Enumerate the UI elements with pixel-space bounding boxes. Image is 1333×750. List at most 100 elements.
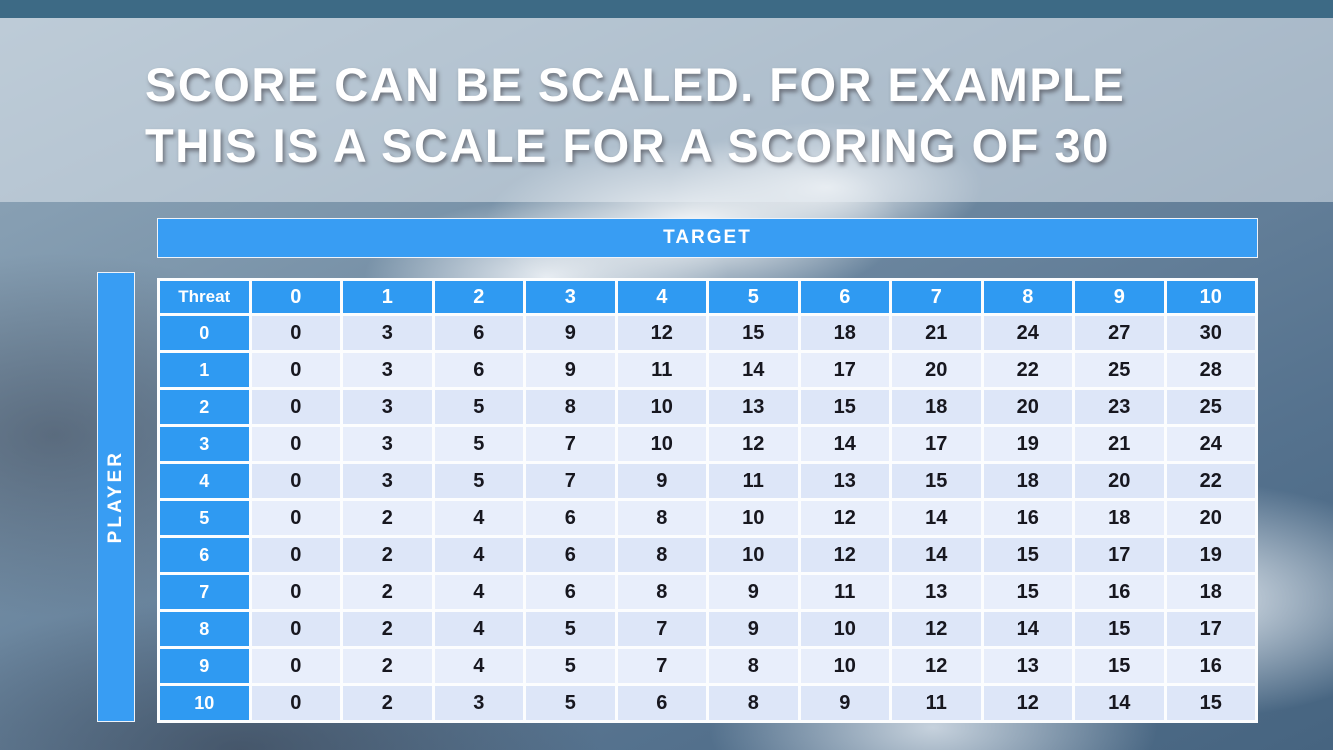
- corner-header-threat: Threat: [160, 281, 249, 313]
- score-cell: 12: [892, 612, 981, 646]
- score-cell: 2: [343, 575, 432, 609]
- score-cell: 14: [892, 538, 981, 572]
- table-row: 1 0 3 6 9 11 14 17 20 22 25 28: [160, 353, 1255, 387]
- score-cell: 9: [526, 316, 615, 350]
- row-header-3: 3: [160, 427, 249, 461]
- score-cell: 18: [983, 464, 1072, 498]
- table-row: 0 0 3 6 9 12 15 18 21 24 27 30: [160, 316, 1255, 350]
- col-header-3: 3: [526, 281, 615, 313]
- row-header-8: 8: [160, 612, 249, 646]
- score-cell: 3: [343, 464, 432, 498]
- score-cell: 23: [1075, 390, 1164, 424]
- score-cell: 6: [434, 353, 523, 387]
- score-cell: 10: [709, 538, 798, 572]
- score-cell: 0: [251, 390, 340, 424]
- score-cell: 9: [709, 612, 798, 646]
- score-cell: 8: [617, 575, 706, 609]
- score-cell: 10: [617, 427, 706, 461]
- score-cell: 11: [892, 686, 981, 720]
- row-header-10: 10: [160, 686, 249, 720]
- score-cell: 16: [1166, 649, 1255, 683]
- score-cell: 10: [709, 501, 798, 535]
- score-cell: 6: [526, 501, 615, 535]
- score-cell: 12: [709, 427, 798, 461]
- score-cell: 2: [343, 501, 432, 535]
- row-header-0: 0: [160, 316, 249, 350]
- score-cell: 20: [1166, 501, 1255, 535]
- score-cell: 18: [1075, 501, 1164, 535]
- score-cell: 3: [343, 353, 432, 387]
- col-header-1: 1: [343, 281, 432, 313]
- score-cell: 7: [617, 649, 706, 683]
- score-cell: 18: [1166, 575, 1255, 609]
- player-axis-header: PLAYER: [97, 272, 135, 722]
- table-row: 2 0 3 5 8 10 13 15 18 20 23 25: [160, 390, 1255, 424]
- score-cell: 7: [617, 612, 706, 646]
- score-cell: 16: [983, 501, 1072, 535]
- table-row: 6 0 2 4 6 8 10 12 14 15 17 19: [160, 538, 1255, 572]
- score-cell: 19: [983, 427, 1072, 461]
- score-cell: 10: [800, 612, 889, 646]
- score-cell: 12: [800, 501, 889, 535]
- score-cell: 6: [434, 316, 523, 350]
- score-cell: 14: [892, 501, 981, 535]
- score-cell: 8: [617, 538, 706, 572]
- score-cell: 10: [800, 649, 889, 683]
- score-cell: 4: [434, 538, 523, 572]
- slide-title: SCORE CAN BE SCALED. FOR EXAMPLE THIS IS…: [145, 54, 1125, 176]
- score-cell: 27: [1075, 316, 1164, 350]
- table-row: 10 0 2 3 5 6 8 9 11 12 14 15: [160, 686, 1255, 720]
- table-row: 4 0 3 5 7 9 11 13 15 18 20 22: [160, 464, 1255, 498]
- player-axis-label: PLAYER: [105, 450, 126, 544]
- score-cell: 25: [1166, 390, 1255, 424]
- score-cell: 2: [343, 649, 432, 683]
- score-cell: 0: [251, 575, 340, 609]
- title-band: SCORE CAN BE SCALED. FOR EXAMPLE THIS IS…: [0, 18, 1333, 202]
- score-cell: 3: [343, 390, 432, 424]
- score-cell: 3: [343, 427, 432, 461]
- col-header-6: 6: [800, 281, 889, 313]
- score-cell: 4: [434, 575, 523, 609]
- score-cell: 13: [892, 575, 981, 609]
- score-cell: 22: [983, 353, 1072, 387]
- target-axis-header: TARGET: [157, 218, 1258, 258]
- table-row: 8 0 2 4 5 7 9 10 12 14 15 17: [160, 612, 1255, 646]
- score-cell: 9: [800, 686, 889, 720]
- score-cell: 16: [1075, 575, 1164, 609]
- slide-title-line2: THIS IS A SCALE FOR A SCORING OF 30: [145, 119, 1110, 173]
- score-cell: 5: [434, 390, 523, 424]
- score-cell: 12: [983, 686, 1072, 720]
- score-cell: 17: [800, 353, 889, 387]
- score-cell: 10: [617, 390, 706, 424]
- score-cell: 0: [251, 538, 340, 572]
- row-header-4: 4: [160, 464, 249, 498]
- score-cell: 14: [800, 427, 889, 461]
- score-cell: 9: [526, 353, 615, 387]
- score-cell: 19: [1166, 538, 1255, 572]
- top-strip: [0, 0, 1333, 18]
- score-cell: 13: [709, 390, 798, 424]
- score-cell: 2: [343, 686, 432, 720]
- col-header-5: 5: [709, 281, 798, 313]
- table-row: 3 0 3 5 7 10 12 14 17 19 21 24: [160, 427, 1255, 461]
- score-cell: 0: [251, 427, 340, 461]
- slide-title-line1: SCORE CAN BE SCALED. FOR EXAMPLE: [145, 58, 1126, 111]
- score-cell: 12: [892, 649, 981, 683]
- table-row: 7 0 2 4 6 8 9 11 13 15 16 18: [160, 575, 1255, 609]
- score-cell: 0: [251, 686, 340, 720]
- score-cell: 11: [709, 464, 798, 498]
- row-header-2: 2: [160, 390, 249, 424]
- col-header-0: 0: [251, 281, 340, 313]
- score-cell: 9: [709, 575, 798, 609]
- score-cell: 24: [983, 316, 1072, 350]
- score-cell: 9: [617, 464, 706, 498]
- score-cell: 14: [983, 612, 1072, 646]
- score-cell: 8: [526, 390, 615, 424]
- score-cell: 3: [434, 686, 523, 720]
- score-cell: 4: [434, 649, 523, 683]
- score-cell: 4: [434, 501, 523, 535]
- row-header-9: 9: [160, 649, 249, 683]
- score-table: Threat 0 1 2 3 4 5 6 7 8 9 10 0 0 3 6 9 12 15 18 21 24 27 30 1 0…: [157, 278, 1258, 723]
- score-cell: 0: [251, 649, 340, 683]
